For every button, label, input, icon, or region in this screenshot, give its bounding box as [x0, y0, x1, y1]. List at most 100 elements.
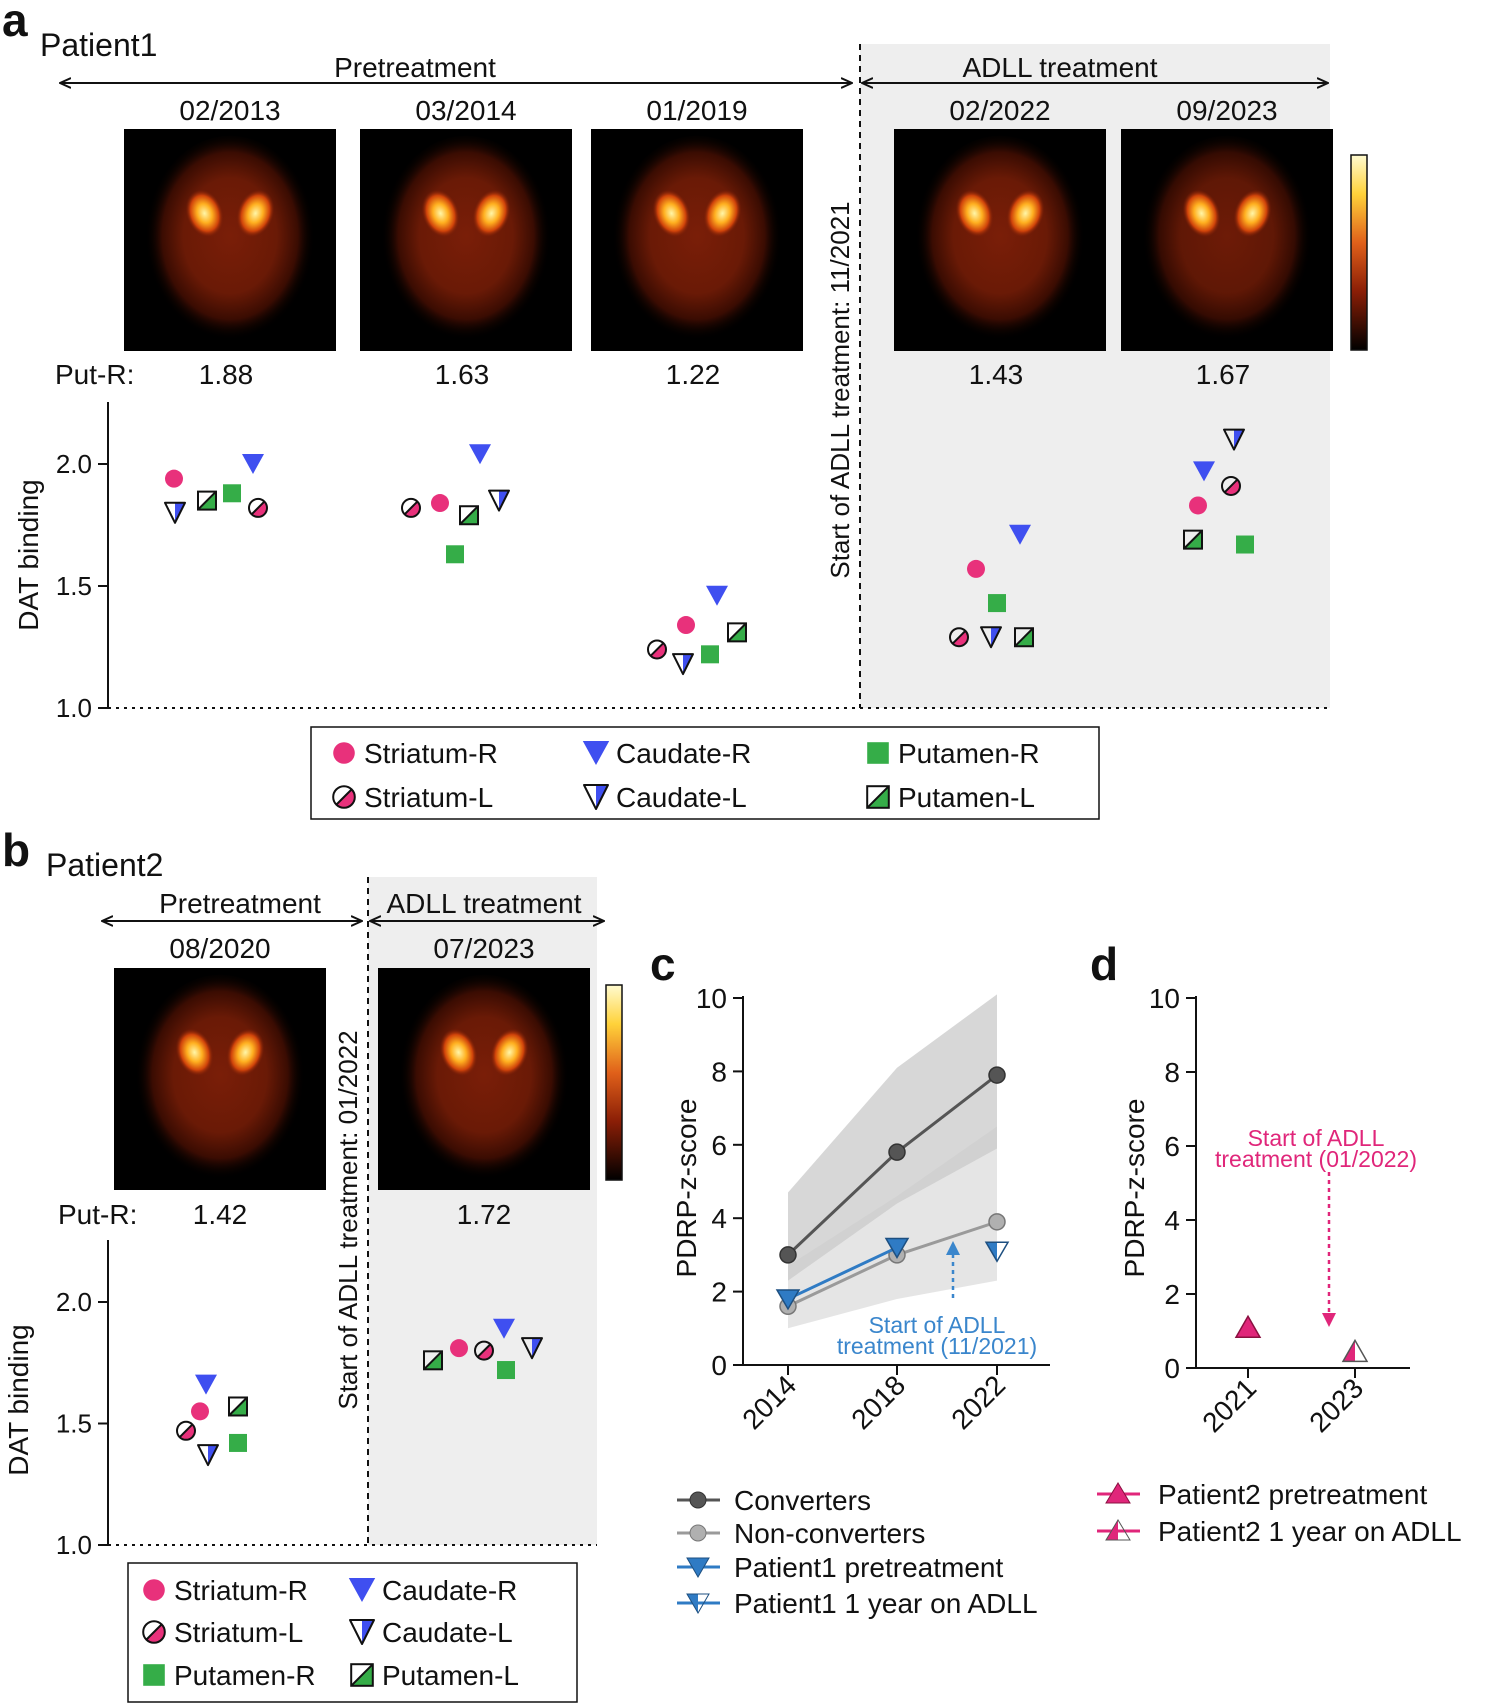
marker-striatum-l-half: [404, 501, 420, 517]
legend-label: Patient1 pretreatment: [734, 1552, 1003, 1583]
marker-putamen-l: [197, 490, 217, 511]
brain-scan: [591, 129, 803, 351]
y-tick-label: 2: [1164, 1279, 1180, 1310]
marker-putamen-r-shape: [988, 594, 1006, 613]
marker-striatum-r: [191, 1402, 209, 1421]
marker-putamen-l-outline: [228, 1396, 248, 1417]
legend-marker-striatum-l: [332, 785, 356, 809]
marker-striatum-r: [431, 494, 449, 513]
marker-striatum-l-diag: [649, 642, 665, 657]
y-tick-label: 10: [1149, 983, 1180, 1014]
legend-label: Caudate-R: [616, 738, 751, 769]
brain-scan-striatum-right: [472, 189, 511, 238]
legend-marker-caudate-r: [582, 741, 610, 765]
panel-a: a Patient1 Pretreatment ADLL treatment S…: [2, 0, 1368, 820]
y-tick-label: 8: [711, 1056, 727, 1087]
marker-caudate-r-shape: [493, 1318, 515, 1339]
brain-scan-tissue: [145, 135, 315, 345]
legend-marker-striatum-r: [333, 742, 355, 764]
legend-marker-striatum-l-diag: [145, 1623, 163, 1641]
marker-putamen-r: [701, 645, 719, 664]
legend-label: Patient2 pretreatment: [1158, 1479, 1427, 1510]
marker-striatum-l-diag: [403, 500, 419, 515]
panel-b: b Patient2 Pretreatment ADLL treatment S…: [2, 824, 623, 1703]
legend-label: Putamen-L: [898, 782, 1035, 813]
scan-date: 09/2023: [1176, 95, 1277, 126]
legend-marker-patient2-adll: [1105, 1519, 1131, 1541]
brain-scan-tissue: [915, 135, 1085, 345]
marker-caudate-l-outline: [164, 501, 186, 524]
marker-caudate-r-shape: [706, 585, 728, 606]
marker-putamen-l-outline: [459, 505, 479, 526]
marker-caudate-r: [493, 1318, 515, 1339]
legend-marker-putamen-r: [143, 1664, 165, 1686]
put-r-label: Put-R:: [58, 1199, 137, 1230]
brain-scan: [1121, 129, 1333, 351]
legend-label: Putamen-R: [898, 738, 1040, 769]
marker-caudate-l-outline: [980, 626, 1002, 649]
panel-c: c PDRP-z-score 0 2 4 6 8 10 2014 2018 2022 Start…: [650, 938, 1050, 1619]
marker-caudate-r-shape: [1193, 461, 1215, 482]
marker-caudate-l: [197, 1444, 219, 1467]
brain-scan-tissue: [381, 135, 551, 345]
marker-caudate-l: [1223, 428, 1245, 451]
marker-putamen-r-shape: [1236, 535, 1254, 554]
legend-label: Converters: [734, 1485, 871, 1516]
marker-striatum-r: [967, 559, 985, 578]
treatment-label: ADLL treatment: [962, 52, 1157, 83]
marker-striatum-r-shape: [191, 1402, 209, 1421]
marker-striatum-r: [165, 469, 183, 488]
brain-scan-tissue: [612, 135, 782, 345]
dat-markers: [164, 428, 1254, 676]
brain-scan: [378, 968, 590, 1190]
marker-putamen-r: [497, 1361, 515, 1380]
color-scale-bar: [605, 984, 623, 1181]
brain-scan-striatum-left: [652, 189, 691, 238]
marker-caudate-r: [469, 444, 491, 465]
brain-scan-striatum-right: [236, 189, 275, 238]
put-r-value: 1.42: [193, 1199, 248, 1230]
y-axis-label: PDRP-z-score: [671, 1099, 702, 1278]
marker-caudate-l-outline: [521, 1337, 543, 1360]
marker-caudate-l: [164, 501, 186, 524]
legend-marker-striatum-r: [143, 1579, 165, 1601]
brain-scan-striatum-left: [175, 1028, 214, 1077]
marker-putamen-r-shape: [701, 645, 719, 664]
scan-date: 02/2022: [949, 95, 1050, 126]
scan-date: 03/2014: [415, 95, 516, 126]
y-ticks: 2.0 1.5 1.0: [56, 449, 108, 723]
legend-marker-caudate-r: [348, 1578, 376, 1602]
converters-point: [888, 1143, 906, 1161]
legend-marker-patient2-pre: [1105, 1482, 1131, 1504]
brain-scan-tissue: [399, 974, 569, 1184]
marker-putamen-l-outline: [1183, 529, 1203, 550]
legend-marker-striatum-l-half: [336, 789, 355, 808]
marker-caudate-l-outline: [197, 1444, 219, 1467]
panel-b-letter: b: [2, 824, 30, 876]
marker-putamen-r-shape: [223, 484, 241, 503]
scan-images: 08/2020 1.42 07/2023 1.72: [114, 933, 623, 1230]
panel-c-letter: c: [650, 938, 676, 990]
region-legend-entries: Striatum-R Caudate-R Putamen-R Striatum-L Ca…: [332, 738, 1040, 813]
marker-putamen-l: [459, 505, 479, 526]
y-tick-label: 4: [1164, 1205, 1180, 1236]
marker-caudate-r-shape: [1009, 524, 1031, 545]
legend-marker-caudate-r-shape: [348, 1578, 376, 1602]
legend-marker-patient1-adll: [686, 1593, 710, 1614]
marker-putamen-r-shape: [446, 545, 464, 564]
brain-scan: [360, 129, 572, 351]
marker-putamen-l-diag: [727, 622, 747, 643]
legend-label: Patient2 1 year on ADLL: [1158, 1516, 1462, 1547]
marker-striatum-l: [474, 1340, 494, 1361]
marker-putamen-r: [223, 484, 241, 503]
legend-marker-putamen-l: [350, 1663, 374, 1687]
marker-putamen-l: [727, 622, 747, 643]
y-tick-label: 0: [1164, 1353, 1180, 1384]
marker-striatum-l-half: [477, 1344, 493, 1360]
y-tick-label: 8: [1164, 1057, 1180, 1088]
legend-label: Patient1 1 year on ADLL: [734, 1588, 1038, 1619]
panel-a-title: Patient1: [40, 27, 157, 63]
region-legend: [310, 726, 1100, 820]
